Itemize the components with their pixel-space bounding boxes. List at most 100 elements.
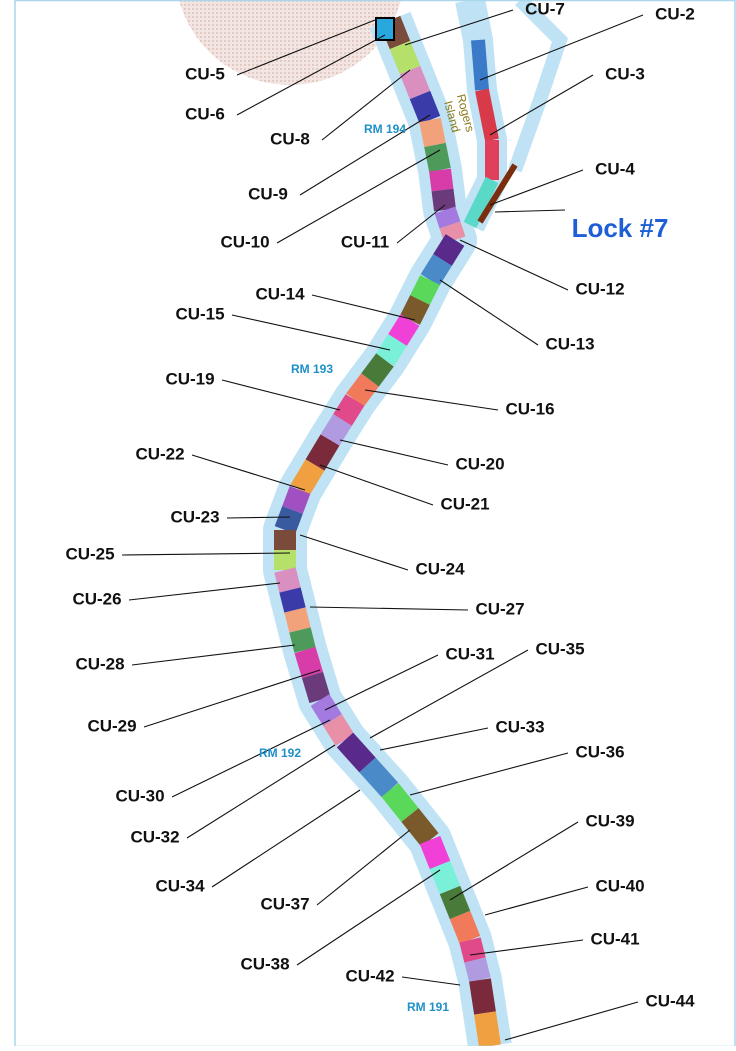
town-area [178, 0, 402, 85]
river-segment [471, 39, 489, 91]
lock-label: Lock #7 [572, 213, 669, 243]
river-segment [399, 65, 431, 100]
river-segment [274, 506, 303, 534]
river-segment [434, 206, 461, 229]
leader-line [364, 389, 499, 411]
river-segment [301, 671, 331, 704]
river-segment [284, 607, 311, 633]
leader-line [439, 279, 539, 346]
unit-label: CU-12 [575, 279, 624, 298]
unit-label: CU-41 [590, 929, 639, 948]
unit-label: CU-25 [65, 544, 114, 563]
leader-line [479, 14, 644, 81]
unit-label: CU-5 [185, 64, 225, 83]
river-segment [336, 732, 376, 773]
leader-line [494, 209, 566, 213]
leader-line [131, 644, 296, 666]
segments [274, 15, 501, 1048]
leader-line [321, 69, 411, 141]
unit-label: CU-32 [130, 827, 179, 846]
leader-line [226, 516, 291, 519]
unit-label: CU-36 [575, 742, 624, 761]
river-segment [433, 234, 465, 266]
leader-line [319, 464, 434, 506]
unit-label: CU-21 [440, 494, 489, 513]
leader-line [504, 1001, 639, 1041]
river-segment [323, 714, 355, 746]
unit-label: CU-37 [260, 894, 309, 913]
river-segment [474, 1011, 501, 1048]
river-segment [429, 860, 461, 895]
river-segment [361, 353, 394, 387]
river-mile: RM 192 [259, 746, 301, 760]
unit-label: CU-2 [655, 4, 695, 23]
leader-line [324, 654, 439, 711]
unit-label: CU-23 [170, 507, 219, 526]
leader-line [221, 379, 341, 411]
river-segment [439, 885, 471, 920]
leader-line [186, 744, 336, 839]
leader-line [369, 649, 529, 739]
leader-line [469, 939, 584, 956]
unit-label: CU-13 [545, 334, 594, 353]
unit-label: CU-7 [525, 0, 565, 18]
unit-label: CU-27 [475, 599, 524, 618]
river-segment [320, 414, 352, 446]
leader-line [409, 752, 569, 796]
river-segment [469, 978, 496, 1015]
unit-label: CU-3 [605, 64, 645, 83]
unit-label: CU-34 [155, 876, 205, 895]
river-segment [375, 334, 407, 366]
river-segment [333, 394, 365, 426]
unit-label: CU-19 [165, 369, 214, 388]
leader-line [379, 727, 489, 751]
labels: CU-7 CU-2 CU-3 CU-4 CU-5 CU-6 CU-8 CU-9 CU-10 CU-… [65, 0, 695, 1041]
river-segment [419, 835, 451, 870]
unit-label: CU-20 [455, 454, 504, 473]
unit-label: CU-35 [535, 639, 584, 658]
leader-line [404, 9, 514, 46]
unit-label: CU-28 [75, 654, 124, 673]
river-segment [400, 295, 430, 325]
river-segment [359, 757, 399, 798]
leader-line [489, 169, 584, 206]
unit-label: CU-22 [135, 444, 184, 463]
river-segment [431, 188, 456, 212]
leader-line [401, 976, 461, 986]
river-segment [449, 910, 481, 945]
leader-line [143, 669, 321, 728]
leader-line [296, 869, 441, 966]
leader-line [299, 534, 409, 571]
unit-label: CU-42 [345, 966, 394, 985]
leader-line [276, 149, 441, 244]
unit-label: CU-10 [220, 232, 269, 251]
unit-label: CU-26 [72, 589, 121, 608]
unit-label: CU-14 [255, 284, 305, 303]
unit-label: CU-30 [115, 786, 164, 805]
river-segment [305, 434, 340, 471]
leader-line [489, 74, 594, 136]
leader-line [459, 239, 569, 291]
leader-line [128, 582, 281, 601]
lock [477, 163, 518, 224]
unit-label: CU-31 [445, 644, 494, 663]
river-segment [459, 937, 486, 963]
leader-line [311, 294, 416, 321]
unit-label: CU-4 [595, 159, 635, 178]
river-segment [420, 254, 452, 286]
river-segment [464, 957, 491, 983]
river-segment [410, 275, 440, 305]
leader-line [339, 439, 449, 466]
unit-label: CU-24 [415, 559, 465, 578]
unit-label: CU-44 [645, 991, 695, 1010]
river-mile: RM 194 [364, 122, 406, 136]
river-segment [475, 88, 499, 142]
leader-line [231, 314, 391, 351]
leader-line [484, 886, 589, 916]
unit-label: CU-38 [240, 954, 289, 973]
leader-line [396, 204, 446, 244]
leader-line [171, 719, 331, 798]
leader-line [299, 114, 431, 196]
